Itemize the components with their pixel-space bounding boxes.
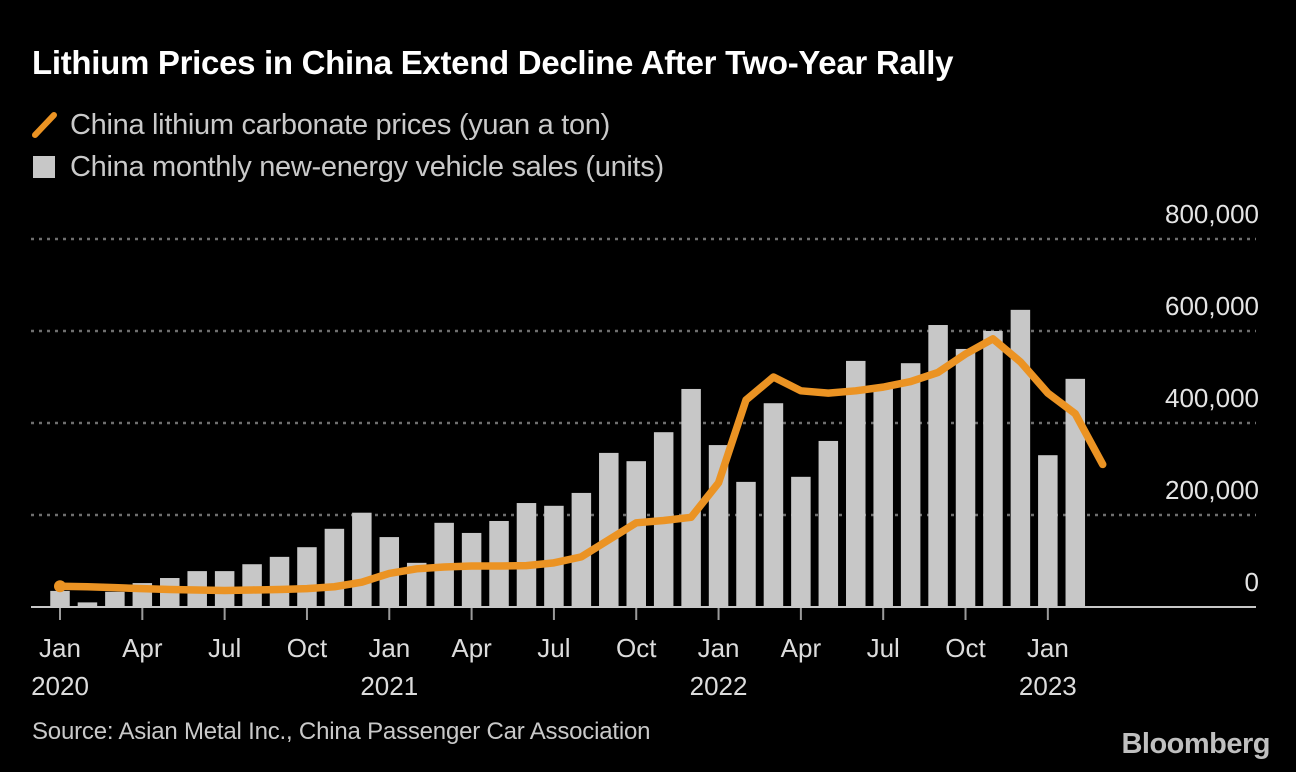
y-axis-label: 0 bbox=[1245, 567, 1259, 597]
y-axis-label: 600,000 bbox=[1165, 291, 1259, 321]
sales-bar bbox=[955, 348, 976, 607]
x-axis-year-label: 2022 bbox=[690, 671, 748, 701]
sales-bar bbox=[269, 556, 290, 607]
x-axis-month-label: Jan bbox=[368, 633, 410, 663]
legend-item-nev-sales: China monthly new-energy vehicle sales (… bbox=[30, 150, 664, 184]
square-swatch-icon bbox=[33, 156, 55, 178]
line-swatch-icon bbox=[32, 112, 57, 138]
sales-bar bbox=[352, 512, 372, 607]
sales-bar bbox=[900, 363, 921, 607]
sales-bar bbox=[516, 503, 537, 607]
sales-bar bbox=[928, 325, 948, 607]
sales-bar bbox=[1010, 309, 1031, 607]
x-axis-year-label: 2023 bbox=[1019, 671, 1077, 701]
x-axis-month-label: Apr bbox=[122, 633, 163, 663]
sales-bar bbox=[406, 562, 427, 607]
sales-bar bbox=[544, 505, 564, 607]
y-axis-label: 200,000 bbox=[1165, 475, 1259, 505]
sales-bar bbox=[846, 360, 866, 607]
sales-bar bbox=[1065, 378, 1086, 607]
sales-bar bbox=[818, 440, 839, 607]
sales-bar bbox=[626, 461, 646, 607]
sales-bar bbox=[242, 564, 262, 607]
x-axis-month-label: Jan bbox=[698, 633, 740, 663]
x-axis-month-label: Oct bbox=[945, 633, 986, 663]
y-axis-label: 400,000 bbox=[1165, 383, 1259, 413]
legend: China lithium carbonate prices (yuan a t… bbox=[30, 108, 664, 192]
sales-bar bbox=[1038, 455, 1058, 607]
sales-bar bbox=[571, 492, 592, 607]
x-axis-year-label: 2021 bbox=[360, 671, 418, 701]
sales-bar bbox=[983, 331, 1003, 607]
x-axis-month-label: Jul bbox=[867, 633, 900, 663]
x-axis-month-label: Jan bbox=[1027, 633, 1069, 663]
x-axis-year-label: 2020 bbox=[31, 671, 89, 701]
sales-bar bbox=[736, 481, 756, 607]
x-axis-month-label: Oct bbox=[287, 633, 328, 663]
sales-bar bbox=[599, 452, 619, 607]
source-note: Source: Asian Metal Inc., China Passenge… bbox=[32, 718, 651, 745]
chart-title: Lithium Prices in China Extend Decline A… bbox=[32, 44, 954, 81]
line-start-dot bbox=[54, 580, 66, 593]
sales-bar bbox=[50, 590, 70, 607]
sales-bar bbox=[105, 591, 125, 607]
sales-bar bbox=[461, 532, 482, 607]
x-axis-month-label: Apr bbox=[781, 633, 822, 663]
sales-bar bbox=[297, 547, 317, 607]
lithium-price-line bbox=[56, 335, 1107, 595]
sales-bar bbox=[77, 602, 98, 607]
sales-bar bbox=[791, 476, 811, 607]
sales-bar bbox=[681, 388, 701, 607]
sales-bar bbox=[324, 528, 345, 607]
x-axis-month-label: Apr bbox=[451, 633, 492, 663]
x-axis-month-label: Jul bbox=[208, 633, 241, 663]
x-axis-month-label: Jan bbox=[39, 633, 81, 663]
bloomberg-logo: Bloomberg bbox=[1121, 728, 1270, 760]
x-axis-month-label: Oct bbox=[616, 633, 657, 663]
sales-bar bbox=[873, 387, 893, 607]
sales-bar bbox=[763, 403, 784, 607]
legend-label-nev-sales: China monthly new-energy vehicle sales (… bbox=[70, 150, 664, 183]
legend-label-lithium-prices: China lithium carbonate prices (yuan a t… bbox=[70, 108, 610, 141]
legend-item-lithium-prices: China lithium carbonate prices (yuan a t… bbox=[30, 108, 664, 142]
y-axis-label: 800,000 bbox=[1165, 199, 1259, 229]
x-axis-month-label: Jul bbox=[537, 633, 570, 663]
